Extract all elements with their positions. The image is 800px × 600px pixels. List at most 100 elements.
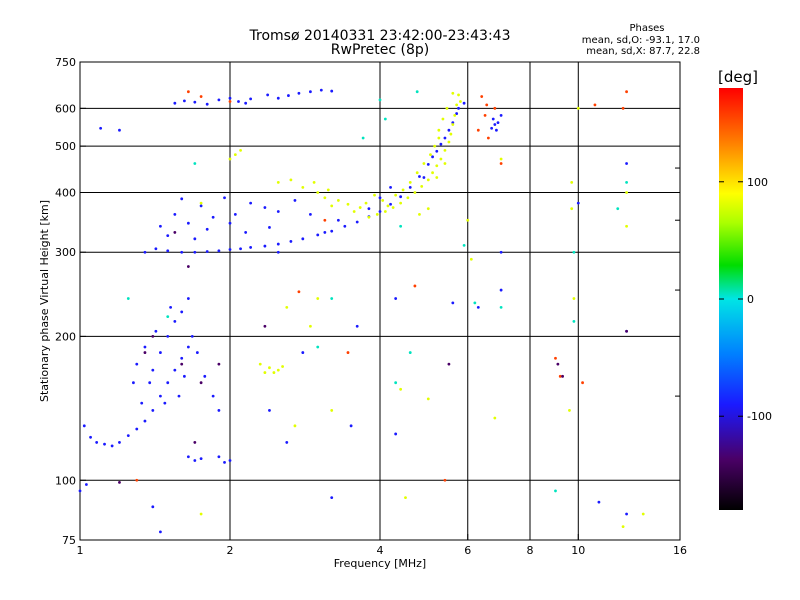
data-point [493, 416, 497, 420]
data-point [199, 95, 203, 98]
data-point [399, 195, 403, 199]
data-point [244, 101, 248, 105]
y-tick-label: 600 [55, 102, 76, 115]
data-point [561, 374, 564, 378]
data-point [301, 185, 305, 189]
data-point [457, 93, 460, 97]
data-point [173, 319, 177, 323]
data-point [276, 368, 280, 372]
data-point [616, 207, 620, 211]
data-point [572, 297, 576, 300]
data-point [239, 148, 242, 152]
data-point [401, 188, 405, 192]
data-point [457, 106, 460, 110]
data-point [426, 162, 430, 166]
data-point [228, 221, 232, 225]
data-point [217, 362, 221, 366]
data-point [228, 157, 232, 161]
x-axis-ticks: 1 2 4 6 8 10 16 [77, 534, 687, 557]
data-point [495, 128, 498, 132]
data-point [126, 434, 130, 438]
data-point [126, 297, 130, 300]
data-point [316, 297, 320, 300]
data-point [276, 210, 280, 213]
data-point [118, 128, 121, 132]
data-point [199, 457, 203, 461]
data-point [223, 196, 226, 200]
data-point [173, 368, 177, 372]
x-tick-label: 16 [673, 544, 687, 557]
data-point [352, 210, 356, 213]
x-axis-label: Frequency [MHz] [334, 557, 426, 570]
data-point [554, 489, 557, 493]
data-point [330, 89, 334, 93]
data-point [570, 180, 574, 184]
data-point [499, 305, 503, 309]
data-point [193, 162, 197, 165]
data-point [186, 221, 190, 225]
data-point [228, 459, 232, 462]
data-point [408, 180, 412, 184]
data-point [205, 250, 209, 253]
data-point [641, 512, 645, 516]
data-point [597, 500, 601, 504]
data-point [285, 305, 289, 309]
data-point [154, 247, 158, 251]
data-point [297, 290, 301, 294]
data-point [375, 212, 379, 216]
data-point [499, 157, 503, 161]
data-point [301, 351, 305, 354]
data-point [180, 310, 184, 314]
data-point [459, 100, 462, 103]
data-point [361, 136, 365, 140]
data-point [228, 96, 232, 100]
data-point [263, 324, 267, 328]
data-point [389, 202, 392, 206]
data-point [558, 374, 562, 378]
data-point [233, 212, 237, 216]
data-point [309, 212, 312, 216]
data-point [455, 112, 459, 115]
data-point [476, 128, 480, 132]
data-point [330, 204, 334, 208]
data-point [404, 496, 407, 499]
data-point [593, 103, 597, 107]
data-point [378, 210, 382, 213]
data-point [263, 244, 267, 248]
data-point [378, 196, 382, 200]
data-point [443, 136, 447, 140]
data-point [312, 180, 316, 184]
data-point [491, 117, 495, 121]
colorbar-ticks: 100 0 -100 [719, 176, 772, 423]
data-point [570, 207, 574, 211]
data-point [576, 106, 580, 110]
y-tick-label: 200 [55, 330, 76, 343]
data-point [173, 231, 177, 234]
data-point [469, 257, 473, 261]
colorbar-tick-label: 0 [747, 293, 754, 306]
data-point [297, 91, 301, 95]
data-point [166, 315, 170, 319]
data-point [193, 459, 197, 462]
y-axis-label: Stationary phase Virtual Height [km] [38, 200, 51, 402]
data-point [217, 409, 221, 412]
data-point [263, 371, 267, 374]
data-point [408, 351, 412, 354]
data-point [323, 231, 327, 234]
data-point [159, 530, 162, 534]
data-point [383, 210, 387, 213]
colorbar-tick-label: -100 [747, 410, 772, 423]
data-point [462, 244, 466, 247]
data-point [268, 409, 271, 412]
data-point [447, 128, 451, 132]
data-point [186, 297, 190, 300]
data-point [499, 162, 503, 165]
data-point [499, 250, 503, 254]
data-point [455, 103, 459, 107]
data-point [439, 157, 443, 161]
data-point [239, 247, 242, 251]
data-point [217, 98, 221, 102]
data-point [346, 351, 350, 354]
data-point [316, 233, 320, 237]
